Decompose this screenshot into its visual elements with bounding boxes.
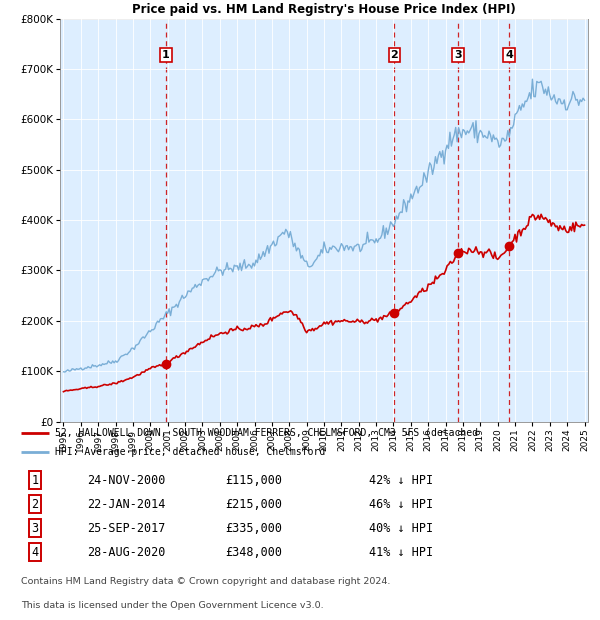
Text: £335,000: £335,000: [225, 521, 282, 534]
Text: 2: 2: [31, 498, 38, 511]
Text: £215,000: £215,000: [225, 498, 282, 511]
Text: 52, HALLOWELL DOWN, SOUTH WOODHAM FERRERS, CHELMSFORD, CM3 5FS (detached: 52, HALLOWELL DOWN, SOUTH WOODHAM FERRER…: [55, 428, 478, 438]
Text: 4: 4: [31, 546, 38, 559]
Text: 41% ↓ HPI: 41% ↓ HPI: [369, 546, 433, 559]
Text: 40% ↓ HPI: 40% ↓ HPI: [369, 521, 433, 534]
Text: 22-JAN-2014: 22-JAN-2014: [87, 498, 165, 511]
Text: £115,000: £115,000: [225, 474, 282, 487]
Text: 1: 1: [162, 50, 170, 60]
Text: 25-SEP-2017: 25-SEP-2017: [87, 521, 165, 534]
Text: 42% ↓ HPI: 42% ↓ HPI: [369, 474, 433, 487]
Text: This data is licensed under the Open Government Licence v3.0.: This data is licensed under the Open Gov…: [20, 601, 323, 610]
Text: 46% ↓ HPI: 46% ↓ HPI: [369, 498, 433, 511]
Text: Contains HM Land Registry data © Crown copyright and database right 2024.: Contains HM Land Registry data © Crown c…: [20, 577, 390, 586]
Text: 4: 4: [505, 50, 513, 60]
Text: 3: 3: [31, 521, 38, 534]
Text: HPI: Average price, detached house, Chelmsford: HPI: Average price, detached house, Chel…: [55, 447, 325, 457]
Text: 3: 3: [454, 50, 462, 60]
Text: 24-NOV-2000: 24-NOV-2000: [87, 474, 165, 487]
Text: 1: 1: [31, 474, 38, 487]
Title: 52, HALLOWELL DOWN, SOUTH WOODHAM FERRERS, CHELMSFORD, CM3 5FS
Price paid vs. HM: 52, HALLOWELL DOWN, SOUTH WOODHAM FERRER…: [67, 0, 581, 16]
Text: 2: 2: [391, 50, 398, 60]
Text: 28-AUG-2020: 28-AUG-2020: [87, 546, 165, 559]
Text: £348,000: £348,000: [225, 546, 282, 559]
